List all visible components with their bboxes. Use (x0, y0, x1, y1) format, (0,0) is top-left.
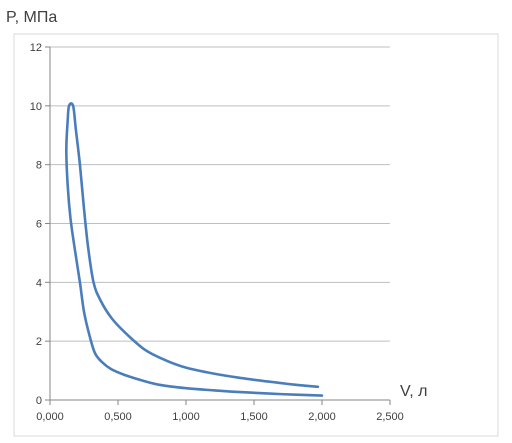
y-tick-label: 10 (30, 101, 42, 113)
x-tick-label: 2,000 (308, 411, 336, 423)
x-tick-label: 1,000 (172, 411, 200, 423)
y-tick-label: 2 (36, 336, 42, 348)
x-tick-label: 1,500 (240, 411, 268, 423)
x-tick-label: 0,500 (104, 411, 132, 423)
y-tick-label: 6 (36, 219, 42, 231)
y-tick-label: 4 (36, 277, 42, 289)
x-axis-title: V, л (400, 383, 427, 400)
series-line-0 (65, 102, 324, 397)
y-axis-title: P, МПа (6, 9, 57, 26)
y-tick-label: 0 (36, 395, 42, 407)
y-tick-label: 8 (36, 160, 42, 172)
x-tick-label: 2,500 (376, 411, 404, 423)
y-tick-label: 12 (30, 42, 42, 54)
chart-frame (13, 33, 499, 437)
x-tick-label: 0,000 (36, 411, 64, 423)
